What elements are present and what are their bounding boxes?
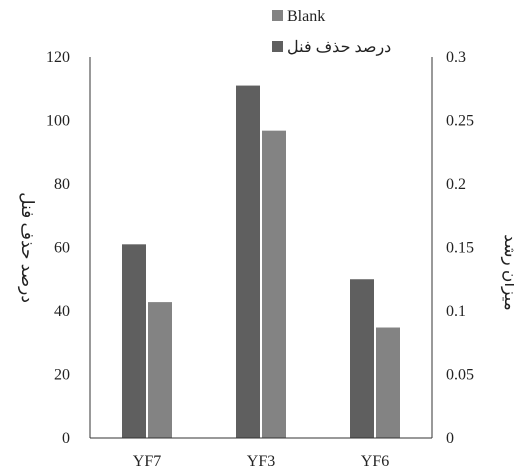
- legend-swatch-blank: [272, 10, 283, 21]
- left-y-tick-label: 80: [54, 176, 70, 193]
- bar-yf7-series-1: [148, 302, 172, 438]
- bar-yf3-series-1: [262, 130, 286, 438]
- right-y-tick-label: 0.3: [446, 49, 466, 66]
- legend-label-phenol-removal: درصد حذف فنل: [287, 39, 391, 56]
- x-category-label: YF6: [361, 453, 389, 470]
- bar-yf6-series-0: [350, 279, 374, 438]
- bars-group: [122, 85, 400, 438]
- tick-labels-group: 0 20 40 60 80 100 120 0 0.05 0.1 0.15 0.2 0.25 0.3 YF7…: [46, 49, 474, 470]
- right-y-tick-label: 0.2: [446, 176, 466, 193]
- right-y-tick-label: 0: [446, 430, 454, 447]
- axes-group: [89, 57, 433, 439]
- left-y-tick-label: 40: [54, 303, 70, 320]
- left-y-tick-label: 120: [46, 49, 70, 66]
- bar-yf7-series-0: [122, 244, 146, 438]
- x-category-label: YF3: [247, 453, 275, 470]
- x-category-label: YF7: [133, 453, 161, 470]
- left-y-axis-title: درصد حذف فنل: [17, 192, 37, 303]
- left-y-tick-label: 20: [54, 367, 70, 384]
- right-y-axis-title: میزان رشد: [500, 234, 514, 310]
- legend-swatch-phenol-removal: [272, 41, 283, 52]
- right-y-tick-label: 0.25: [446, 113, 474, 130]
- bar-yf6-series-1: [376, 327, 400, 438]
- right-y-tick-label: 0.1: [446, 303, 466, 320]
- chart-legend: Blank درصد حذف فنل: [272, 8, 391, 56]
- left-y-tick-label: 60: [54, 240, 70, 257]
- left-y-tick-label: 0: [62, 430, 70, 447]
- left-y-tick-label: 100: [46, 113, 70, 130]
- right-y-tick-label: 0.15: [446, 240, 474, 257]
- legend-label-blank: Blank: [287, 8, 325, 25]
- bar-yf3-series-0: [236, 85, 260, 438]
- right-y-tick-label: 0.05: [446, 367, 474, 384]
